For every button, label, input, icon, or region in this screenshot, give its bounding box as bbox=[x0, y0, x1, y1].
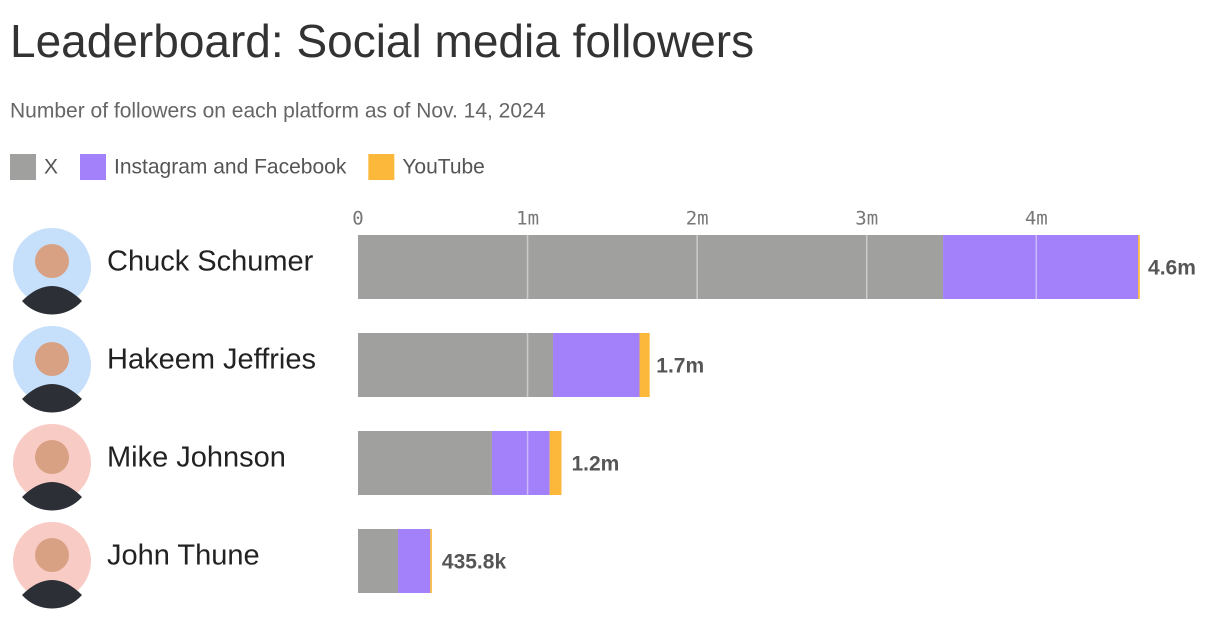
bar-segment bbox=[430, 529, 432, 593]
total-label: 1.7m bbox=[656, 355, 704, 378]
legend-swatch bbox=[368, 154, 395, 180]
photo-head bbox=[35, 538, 69, 572]
bar-segment bbox=[553, 333, 640, 397]
category-label: Mike Johnson bbox=[107, 442, 286, 474]
legend-label: Instagram and Facebook bbox=[114, 156, 347, 179]
x-tick-label: 4m bbox=[1025, 208, 1048, 230]
legend-label: YouTube bbox=[402, 156, 485, 179]
bar-segment bbox=[358, 431, 492, 495]
bar-segment bbox=[398, 529, 431, 593]
photo-head bbox=[35, 244, 69, 278]
total-label: 1.2m bbox=[571, 453, 619, 476]
category-label: Chuck Schumer bbox=[107, 246, 314, 278]
legend-label: X bbox=[44, 156, 58, 179]
bar-segment bbox=[639, 333, 650, 397]
photo-head bbox=[35, 342, 69, 376]
category-label: Hakeem Jeffries bbox=[107, 344, 316, 376]
chart-subtitle: Number of followers on each platform as … bbox=[10, 100, 546, 123]
bar-segment bbox=[491, 431, 550, 495]
chart-title: Leaderboard: Social media followers bbox=[10, 15, 754, 67]
photo bbox=[11, 520, 93, 609]
total-label: 435.8k bbox=[442, 551, 507, 574]
bar-segment bbox=[549, 431, 562, 495]
bar-segment bbox=[943, 235, 1139, 299]
bar-segment bbox=[358, 235, 944, 299]
x-tick-label: 3m bbox=[855, 208, 878, 230]
category-label: John Thune bbox=[107, 540, 260, 572]
bar-segment bbox=[358, 529, 399, 593]
photo-head bbox=[35, 440, 69, 474]
legend-swatch bbox=[10, 154, 36, 180]
total-label: 4.6m bbox=[1148, 257, 1196, 280]
photo-body bbox=[22, 384, 82, 413]
photo bbox=[11, 226, 93, 315]
photo bbox=[11, 324, 93, 413]
bar-segment bbox=[358, 333, 554, 397]
photo-body bbox=[22, 286, 82, 315]
photo bbox=[11, 422, 93, 511]
x-tick-label: 2m bbox=[686, 208, 709, 230]
bar-segment bbox=[1138, 235, 1140, 299]
legend-swatch bbox=[80, 154, 107, 180]
x-tick-label: 0 bbox=[352, 208, 363, 230]
x-tick-label: 1m bbox=[516, 208, 539, 230]
photo-body bbox=[22, 580, 82, 609]
photo-body bbox=[22, 482, 82, 511]
